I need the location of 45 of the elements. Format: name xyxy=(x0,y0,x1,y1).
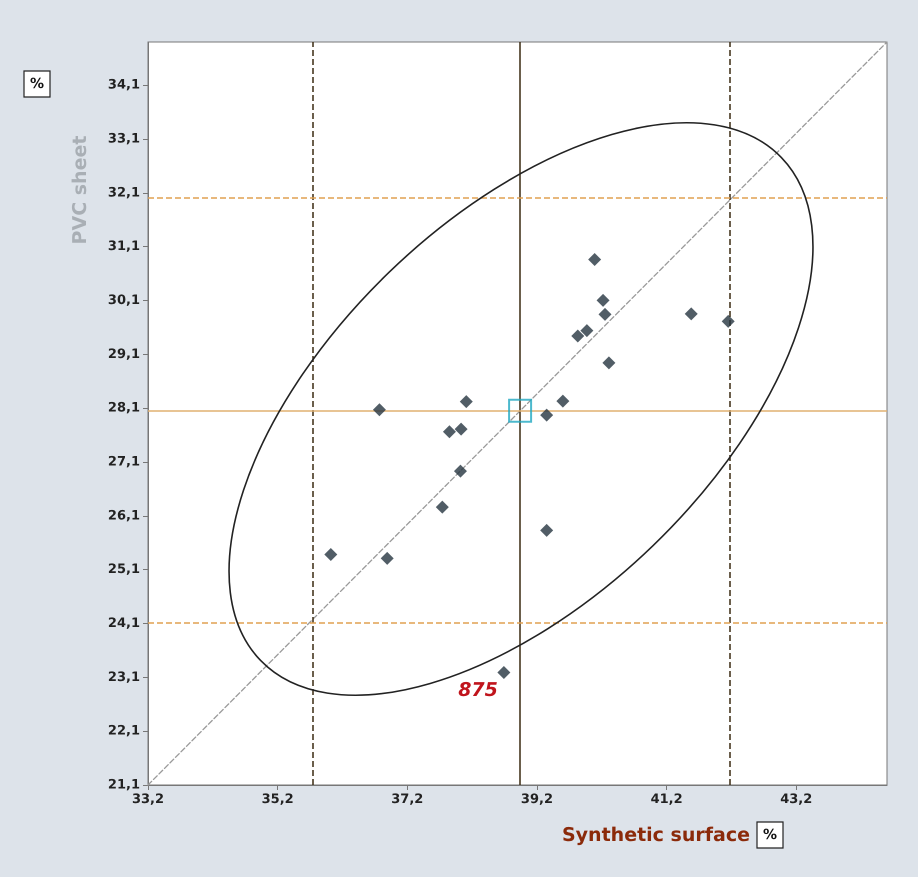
point xyxy=(588,253,602,266)
point xyxy=(540,524,554,537)
x-tick-label: 41,2 xyxy=(650,792,683,807)
x-tick-label: 37,2 xyxy=(391,792,424,807)
point xyxy=(602,356,616,370)
point xyxy=(580,324,594,338)
point xyxy=(442,425,456,438)
point xyxy=(684,307,698,320)
annotation: 875 xyxy=(458,678,498,701)
y-tick-label: 26,1 xyxy=(108,508,140,524)
y-tick-label: 24,1 xyxy=(108,616,140,631)
point xyxy=(324,548,338,562)
point xyxy=(436,500,449,514)
point xyxy=(497,666,510,679)
point xyxy=(722,314,735,328)
point xyxy=(596,294,610,307)
x-tick-label: 43,2 xyxy=(780,792,812,807)
point xyxy=(380,552,394,565)
x-axis-title: Synthetic surface xyxy=(562,824,750,846)
x-tick-label: 33,2 xyxy=(132,792,164,807)
y-tick-label: 21,1 xyxy=(108,778,140,792)
y-tick-label: 22,1 xyxy=(108,724,140,739)
x-tick-label: 39,2 xyxy=(520,792,553,807)
y-tick-label: 27,1 xyxy=(108,454,140,470)
point xyxy=(372,403,386,416)
x-tick-label: 35,2 xyxy=(262,792,294,807)
point xyxy=(508,398,532,423)
point xyxy=(460,395,473,408)
point xyxy=(454,422,468,436)
y-tick-label: 34,1 xyxy=(108,78,140,93)
point xyxy=(598,308,612,321)
y-tick-label: 30,1 xyxy=(108,292,140,308)
text: % xyxy=(30,76,44,92)
y-tick-label: 32,1 xyxy=(108,185,140,200)
y-tick-label: 29,1 xyxy=(108,346,140,362)
y-tick-label: 31,1 xyxy=(108,239,140,254)
text: % xyxy=(762,827,778,843)
y-tick-label: 33,1 xyxy=(108,131,140,146)
point xyxy=(571,329,584,342)
y-tick-label: 25,1 xyxy=(108,562,140,578)
point xyxy=(540,408,554,422)
point xyxy=(454,464,467,478)
point xyxy=(556,394,570,408)
y-tick-label: 23,1 xyxy=(108,670,140,685)
y-tick-label: 28,1 xyxy=(108,400,140,416)
